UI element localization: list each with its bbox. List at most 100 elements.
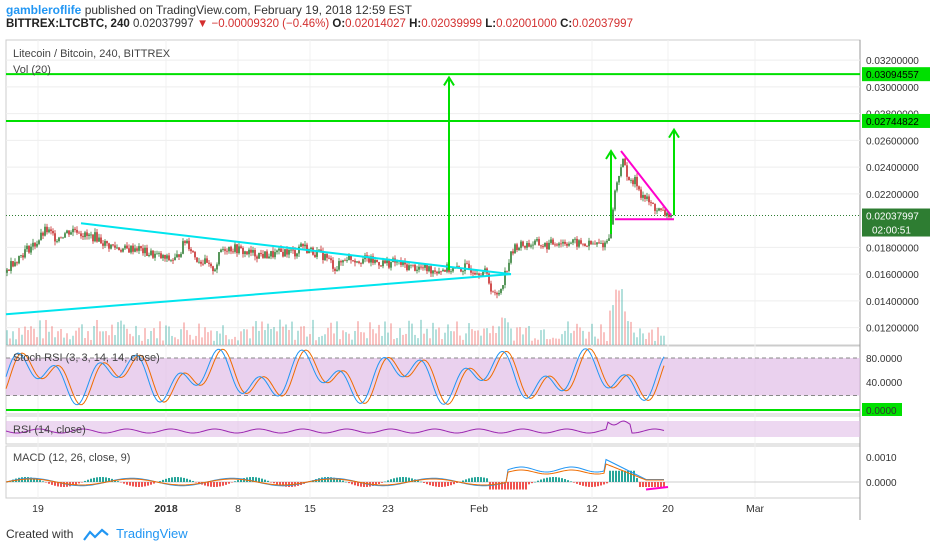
- close-value: 0.02037997: [572, 18, 633, 30]
- volume-bar: [72, 335, 74, 345]
- macd-histogram-bar: [48, 482, 50, 484]
- candle-body: [234, 244, 236, 252]
- volume-bar: [534, 338, 536, 345]
- candle-body: [446, 264, 448, 272]
- candle-body: [190, 249, 192, 252]
- candle-body: [264, 251, 266, 258]
- macd-histogram-bar: [363, 482, 365, 487]
- candle-body: [432, 270, 434, 274]
- volume-bar: [198, 323, 200, 345]
- x-tick-label: 2018: [154, 503, 178, 515]
- candle-body: [320, 249, 322, 252]
- candle-body: [558, 243, 560, 246]
- volume-bar: [597, 338, 599, 345]
- candle-body: [346, 260, 348, 261]
- macd-histogram-bar: [351, 482, 353, 485]
- macd-histogram-bar: [279, 482, 281, 486]
- candle-body: [628, 176, 630, 181]
- volume-bar: [102, 331, 104, 345]
- candle-body: [144, 247, 146, 254]
- volume-bar: [288, 329, 290, 345]
- symbol-label[interactable]: BITTREX:LTCBTC, 240: [6, 18, 130, 30]
- candle-body: [464, 263, 466, 272]
- macd-histogram-bar: [525, 482, 527, 490]
- candle-body: [668, 212, 670, 218]
- macd-histogram-bar: [39, 480, 41, 482]
- volume-bar: [174, 337, 176, 345]
- macd-histogram-bar: [354, 482, 356, 486]
- volume-bar: [447, 324, 449, 345]
- candle-body: [390, 262, 392, 268]
- candle-body: [574, 238, 576, 240]
- volume-bar: [141, 340, 143, 345]
- candle-body: [10, 261, 12, 271]
- candle-body: [112, 244, 114, 246]
- macd-histogram-bar: [75, 482, 77, 485]
- volume-bar: [663, 335, 665, 345]
- x-tick-label: 23: [382, 503, 394, 515]
- candle-body: [528, 243, 530, 247]
- volume-bar: [222, 325, 224, 345]
- macd-label: MACD (12, 26, close, 9): [13, 452, 131, 464]
- macd-histogram-bar: [405, 477, 407, 482]
- volume-bar: [117, 322, 119, 345]
- macd-histogram-bar: [168, 477, 170, 482]
- candle-body: [136, 248, 138, 251]
- candle-body: [302, 243, 304, 247]
- volume-bar: [297, 330, 299, 345]
- macd-histogram-bar: [216, 482, 218, 487]
- candle-body: [598, 242, 600, 244]
- volume-bar: [414, 334, 416, 345]
- candle-body: [192, 251, 194, 253]
- volume-bar: [99, 331, 101, 345]
- candle-body: [420, 266, 422, 268]
- volume-bar: [111, 324, 113, 345]
- volume-bar: [213, 340, 215, 345]
- volume-bar: [498, 326, 500, 345]
- macd-histogram-bar: [207, 482, 209, 487]
- macd-histogram-bar: [102, 477, 104, 482]
- macd-histogram-bar: [402, 477, 404, 482]
- volume-bar: [228, 339, 230, 345]
- volume-bar: [42, 338, 44, 345]
- macd-histogram-bar: [375, 482, 377, 486]
- candle-body: [372, 256, 374, 263]
- macd-histogram-bar: [360, 482, 362, 487]
- macd-histogram-bar: [357, 482, 359, 487]
- candle-body: [416, 269, 418, 271]
- candle-body: [128, 248, 130, 253]
- triangle-trendline: [5, 273, 512, 316]
- candle-body: [204, 258, 206, 264]
- candle-body: [274, 252, 276, 258]
- macd-histogram-bar: [264, 479, 266, 482]
- tradingview-brand[interactable]: TradingView: [116, 526, 188, 541]
- macd-histogram-bar: [195, 482, 197, 483]
- candle-body: [362, 259, 364, 264]
- candle-body: [270, 251, 272, 257]
- macd-histogram-bar: [417, 480, 419, 482]
- volume-bar: [84, 338, 86, 345]
- candle-body: [40, 232, 42, 241]
- candle-body: [474, 272, 476, 275]
- macd-histogram-bar: [621, 470, 623, 482]
- y-tick-label: 0.03000000: [866, 83, 919, 94]
- volume-bar: [399, 328, 401, 345]
- candle-body: [232, 251, 234, 253]
- candle-body: [134, 248, 136, 252]
- y-tick-label: 0.01400000: [866, 297, 919, 308]
- volume-bar: [261, 321, 263, 345]
- candle-body: [250, 249, 252, 253]
- candle-body: [600, 242, 602, 244]
- candle-body: [248, 249, 250, 255]
- author-link[interactable]: gambleroflife: [6, 3, 82, 17]
- candle-body: [60, 237, 62, 239]
- volume-bar: [120, 320, 122, 345]
- macd-histogram-bar: [588, 482, 590, 487]
- candle-body: [332, 260, 334, 269]
- candle-body: [412, 264, 414, 266]
- candle-body: [566, 243, 568, 246]
- y-tick-label: 0.01800000: [866, 243, 919, 254]
- candle-body: [374, 259, 376, 263]
- volume-bar: [204, 327, 206, 345]
